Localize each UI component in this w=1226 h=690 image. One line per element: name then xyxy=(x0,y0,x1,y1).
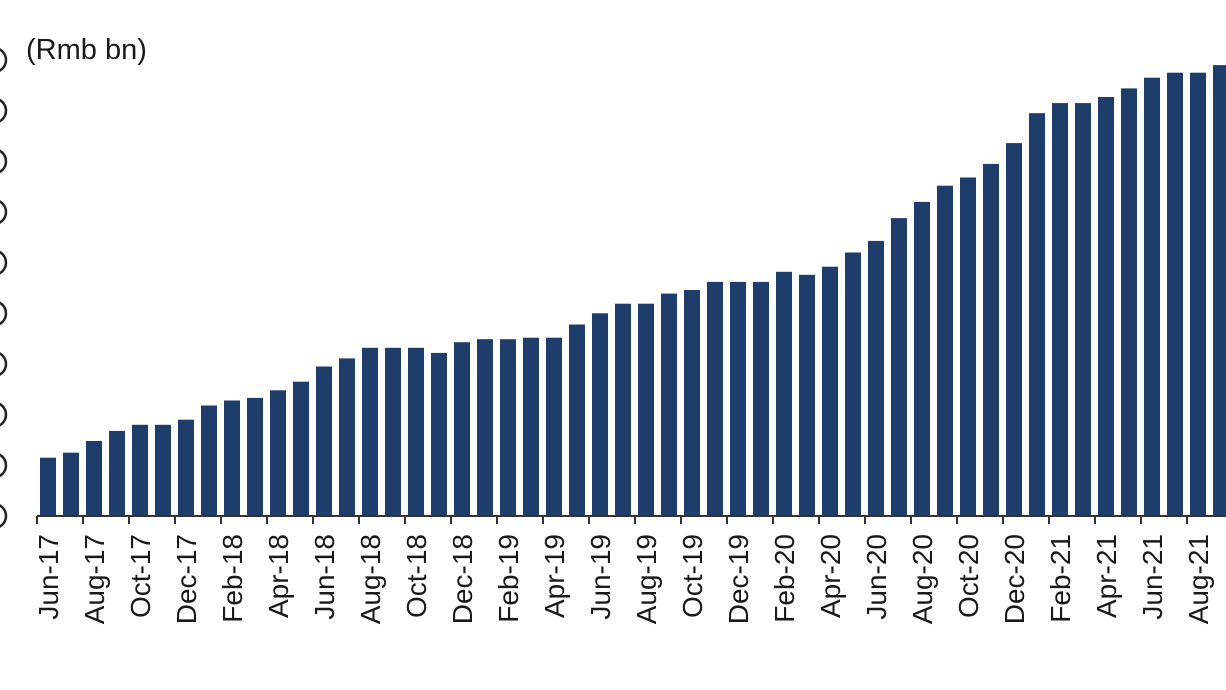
bar xyxy=(753,281,769,516)
x-tick-label: Jun-19 xyxy=(585,534,616,620)
y-axis-tick-mark xyxy=(0,250,8,275)
bar xyxy=(1075,103,1091,516)
bar xyxy=(684,290,700,516)
bar xyxy=(960,177,976,516)
bar xyxy=(914,201,930,516)
x-tick-label: Jun-18 xyxy=(309,534,340,620)
x-tick-label: Oct-18 xyxy=(401,534,432,618)
bar xyxy=(132,424,148,516)
x-tick-label: Apr-18 xyxy=(263,534,294,618)
bar xyxy=(385,347,401,516)
bar xyxy=(937,185,953,516)
bar xyxy=(63,452,79,516)
x-tick-label: Aug-19 xyxy=(631,534,662,624)
bar xyxy=(339,358,355,516)
bar xyxy=(247,397,263,516)
bar xyxy=(822,266,838,516)
bar xyxy=(891,218,907,516)
bar xyxy=(109,430,125,516)
bar xyxy=(661,293,677,516)
bar xyxy=(178,419,194,516)
bar xyxy=(1006,143,1022,516)
bar xyxy=(362,347,378,516)
x-tick-label: Apr-19 xyxy=(539,534,570,618)
bar xyxy=(799,274,815,516)
bar xyxy=(408,347,424,516)
bar xyxy=(270,390,286,516)
x-tick-label: Aug-20 xyxy=(907,534,938,624)
bar xyxy=(868,240,884,516)
bar xyxy=(201,405,217,516)
x-tick-label: Jun-17 xyxy=(33,534,64,620)
bar xyxy=(776,271,792,516)
bar xyxy=(1098,97,1114,516)
bar xyxy=(1167,72,1183,516)
bar xyxy=(546,337,562,516)
bar xyxy=(224,400,240,516)
bar xyxy=(523,337,539,516)
bar xyxy=(1121,88,1137,517)
x-tick-label: Jun-21 xyxy=(1137,534,1168,620)
x-tick-label: Aug-18 xyxy=(355,534,386,624)
x-tick-label: Apr-21 xyxy=(1091,534,1122,618)
bar xyxy=(155,424,171,516)
bar xyxy=(1029,113,1045,516)
x-tick-label: Dec-19 xyxy=(723,534,754,624)
bar xyxy=(707,281,723,516)
bar xyxy=(316,366,332,516)
x-tick-label: Oct-17 xyxy=(125,534,156,618)
y-axis-tick-mark xyxy=(0,453,8,478)
bar xyxy=(40,457,56,516)
x-tick-label: Feb-18 xyxy=(217,534,248,623)
y-axis-tick-mark xyxy=(0,504,8,528)
bar xyxy=(845,252,861,516)
y-axis-tick-mark xyxy=(0,98,8,123)
bar xyxy=(86,441,102,516)
y-axis-tick-mark xyxy=(0,301,8,326)
bar xyxy=(1190,72,1206,516)
bar xyxy=(431,352,447,516)
x-tick-label: Feb-19 xyxy=(493,534,524,623)
bar xyxy=(569,324,585,516)
bar xyxy=(730,281,746,516)
x-tick-label: Dec-17 xyxy=(171,534,202,624)
bar xyxy=(638,303,654,516)
x-tick-label: Aug-21 xyxy=(1183,534,1214,624)
x-tick-label: Apr-20 xyxy=(815,534,846,618)
bar xyxy=(983,163,999,516)
x-tick-label: Feb-21 xyxy=(1045,534,1076,623)
bar xyxy=(1144,77,1160,516)
x-tick-label: Jun-20 xyxy=(861,534,892,620)
y-axis-tick-mark xyxy=(0,48,8,72)
x-tick-label: Dec-20 xyxy=(999,534,1030,624)
unit-label: (Rmb bn) xyxy=(26,34,147,66)
bar xyxy=(500,339,516,516)
bar xyxy=(1213,65,1226,516)
x-tick-label: Oct-20 xyxy=(953,534,984,618)
y-axis-tick-mark xyxy=(0,402,8,427)
x-tick-label: Dec-18 xyxy=(447,534,478,624)
x-tick-label: Feb-20 xyxy=(769,534,800,623)
bar xyxy=(615,303,631,516)
y-axis-tick-mark xyxy=(0,200,8,224)
bar xyxy=(477,339,493,516)
bar xyxy=(1052,103,1068,516)
bar xyxy=(293,381,309,516)
y-axis-tick-mark xyxy=(0,149,8,174)
y-axis-tick-mark xyxy=(0,352,8,376)
x-tick-label: Aug-17 xyxy=(79,534,110,624)
bar xyxy=(454,342,470,516)
bar xyxy=(592,313,608,516)
x-tick-label: Oct-19 xyxy=(677,534,708,618)
